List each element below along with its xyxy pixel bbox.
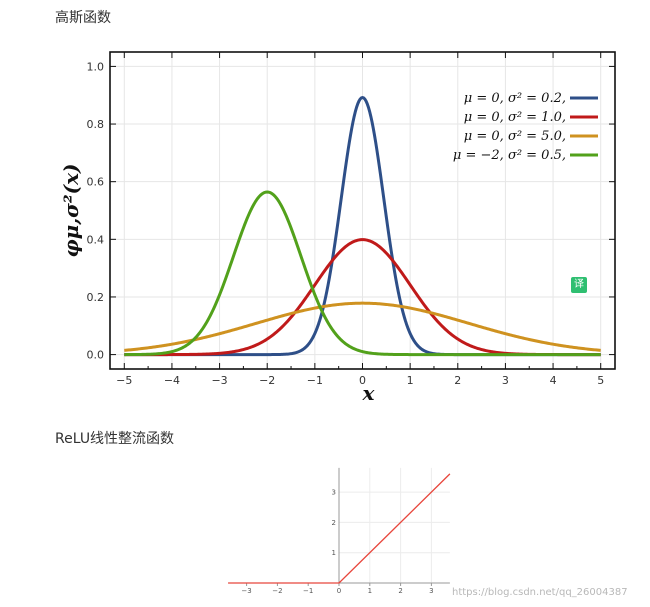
relu-chart: −3 −2 −1 0 1 2 3 1 2 3 (228, 467, 451, 595)
x-tick-label: 0 (337, 587, 341, 595)
x-tick-label: 2 (398, 587, 402, 595)
gaussian-heading: 高斯函数 (55, 10, 111, 26)
x-tick-label: 1 (407, 374, 414, 387)
series-line-2 (123, 301, 602, 352)
x-tick-label: −2 (259, 374, 275, 387)
y-tick-label: 3 (332, 489, 336, 497)
x-tick-label: 2 (454, 374, 461, 387)
watermark-text: https://blog.csdn.net/qq_26004387 (452, 587, 628, 598)
y-tick-label: 0.6 (87, 176, 105, 189)
x-tick-label: 3 (502, 374, 509, 387)
legend-label-3: μ = −2, σ² = 0.5, (453, 148, 566, 163)
translate-badge[interactable]: 译 (571, 277, 587, 293)
legend-label-2: μ = 0, σ² = 5.0, (464, 129, 566, 144)
y-tick-label: 0.8 (87, 118, 105, 131)
x-tick-label: −1 (307, 374, 323, 387)
x-tick-label: 4 (550, 374, 557, 387)
x-tick-label: 3 (429, 587, 433, 595)
legend-label-1: μ = 0, σ² = 1.0, (464, 110, 566, 125)
x-tick-label: −3 (211, 374, 227, 387)
x-tick-label: −5 (116, 374, 132, 387)
y-tick-label: 1 (332, 549, 336, 557)
y-tick-label: 0.0 (87, 349, 105, 362)
y-tick-label: 0.2 (87, 291, 105, 304)
legend-label-0: μ = 0, σ² = 0.2, (464, 91, 566, 106)
y-tick-label: 2 (332, 519, 336, 527)
x-tick-label: −3 (241, 587, 251, 595)
x-tick-label: 1 (368, 587, 372, 595)
y-tick-label: 0.4 (87, 233, 105, 246)
x-tick-label: −2 (272, 587, 282, 595)
series-line-3 (123, 190, 602, 357)
gaussian-chart: −5 −4 −3 −2 −1 0 1 2 3 4 5 0.0 0.2 0.4 0.6 0.8 1.0 x φμ,σ²… (59, 51, 616, 405)
x-axis-title: x (362, 381, 376, 405)
x-tick-label: −1 (303, 587, 313, 595)
y-tick-label: 1.0 (87, 60, 105, 73)
x-tick-label: −4 (164, 374, 180, 387)
x-tick-label: 5 (597, 374, 604, 387)
x-tick-label: 0 (359, 374, 366, 387)
relu-heading: ReLU线性整流函数 (55, 431, 175, 447)
y-axis-title: φμ,σ²(x) (59, 163, 83, 257)
relu-line (228, 473, 451, 584)
